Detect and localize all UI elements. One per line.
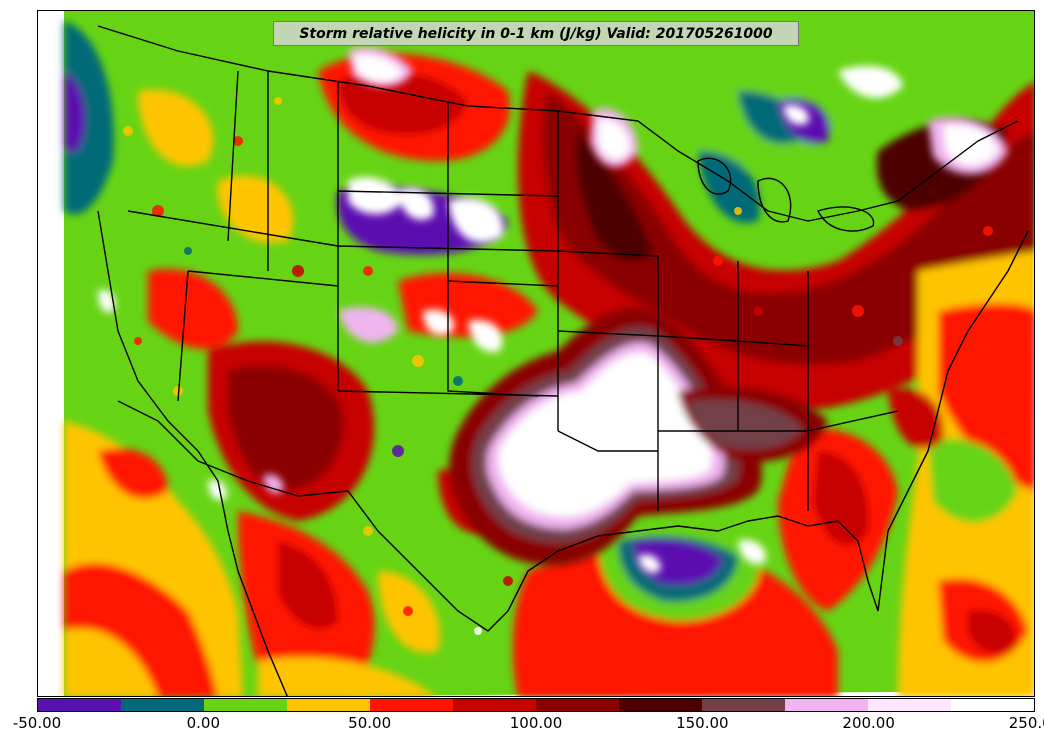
colorbar-segment bbox=[38, 699, 121, 711]
speckle-texture bbox=[123, 97, 993, 635]
colorbar-segment bbox=[204, 699, 287, 711]
colorbar-tick-label: 100.00 bbox=[509, 714, 563, 732]
left-no-data bbox=[38, 11, 64, 696]
helicity-map bbox=[37, 10, 1035, 697]
colorbar-segment bbox=[702, 699, 785, 711]
white-cells bbox=[98, 47, 1008, 574]
colorbar-segment bbox=[785, 699, 868, 711]
atlantic-coast bbox=[877, 230, 1029, 612]
great-lakes bbox=[697, 157, 875, 232]
gulf-coast bbox=[507, 515, 879, 612]
colorbar-segment bbox=[951, 699, 1034, 711]
colorbar-tick-label: 150.00 bbox=[676, 714, 729, 732]
colorbar-tick-label: 200.00 bbox=[842, 714, 895, 732]
map-title: Storm relative helicity in 0-1 km (J/kg)… bbox=[273, 21, 799, 46]
colorbar-tick-label: 0.00 bbox=[186, 714, 221, 732]
field-colors bbox=[64, 21, 1034, 696]
high-helicity-core bbox=[449, 307, 828, 566]
colorbar-tick-label: -50.00 bbox=[12, 714, 62, 732]
colorbar-segment bbox=[536, 699, 619, 711]
political-boundaries bbox=[97, 25, 1029, 696]
colorbar-segment bbox=[370, 699, 453, 711]
us-mexico-border bbox=[117, 400, 509, 632]
pacific-coast bbox=[97, 210, 288, 696]
colorbar-tick-label: 250.00 bbox=[1008, 714, 1044, 732]
colorbar-segment bbox=[287, 699, 370, 711]
canada-us-border bbox=[97, 25, 1019, 222]
colorbar-segment bbox=[619, 699, 702, 711]
colorbar-segment bbox=[121, 699, 204, 711]
state-lines bbox=[127, 70, 899, 511]
colorbar-segment bbox=[868, 699, 951, 711]
helicity-map-canvas bbox=[38, 11, 1034, 696]
colorbar bbox=[37, 698, 1035, 712]
colorbar-tick-label: 50.00 bbox=[348, 714, 392, 732]
colorbar-segment bbox=[453, 699, 536, 711]
colorbar-tick-labels: -50.00 0.00 50.00 100.00 150.00 200.00 250.00 bbox=[0, 714, 1044, 744]
